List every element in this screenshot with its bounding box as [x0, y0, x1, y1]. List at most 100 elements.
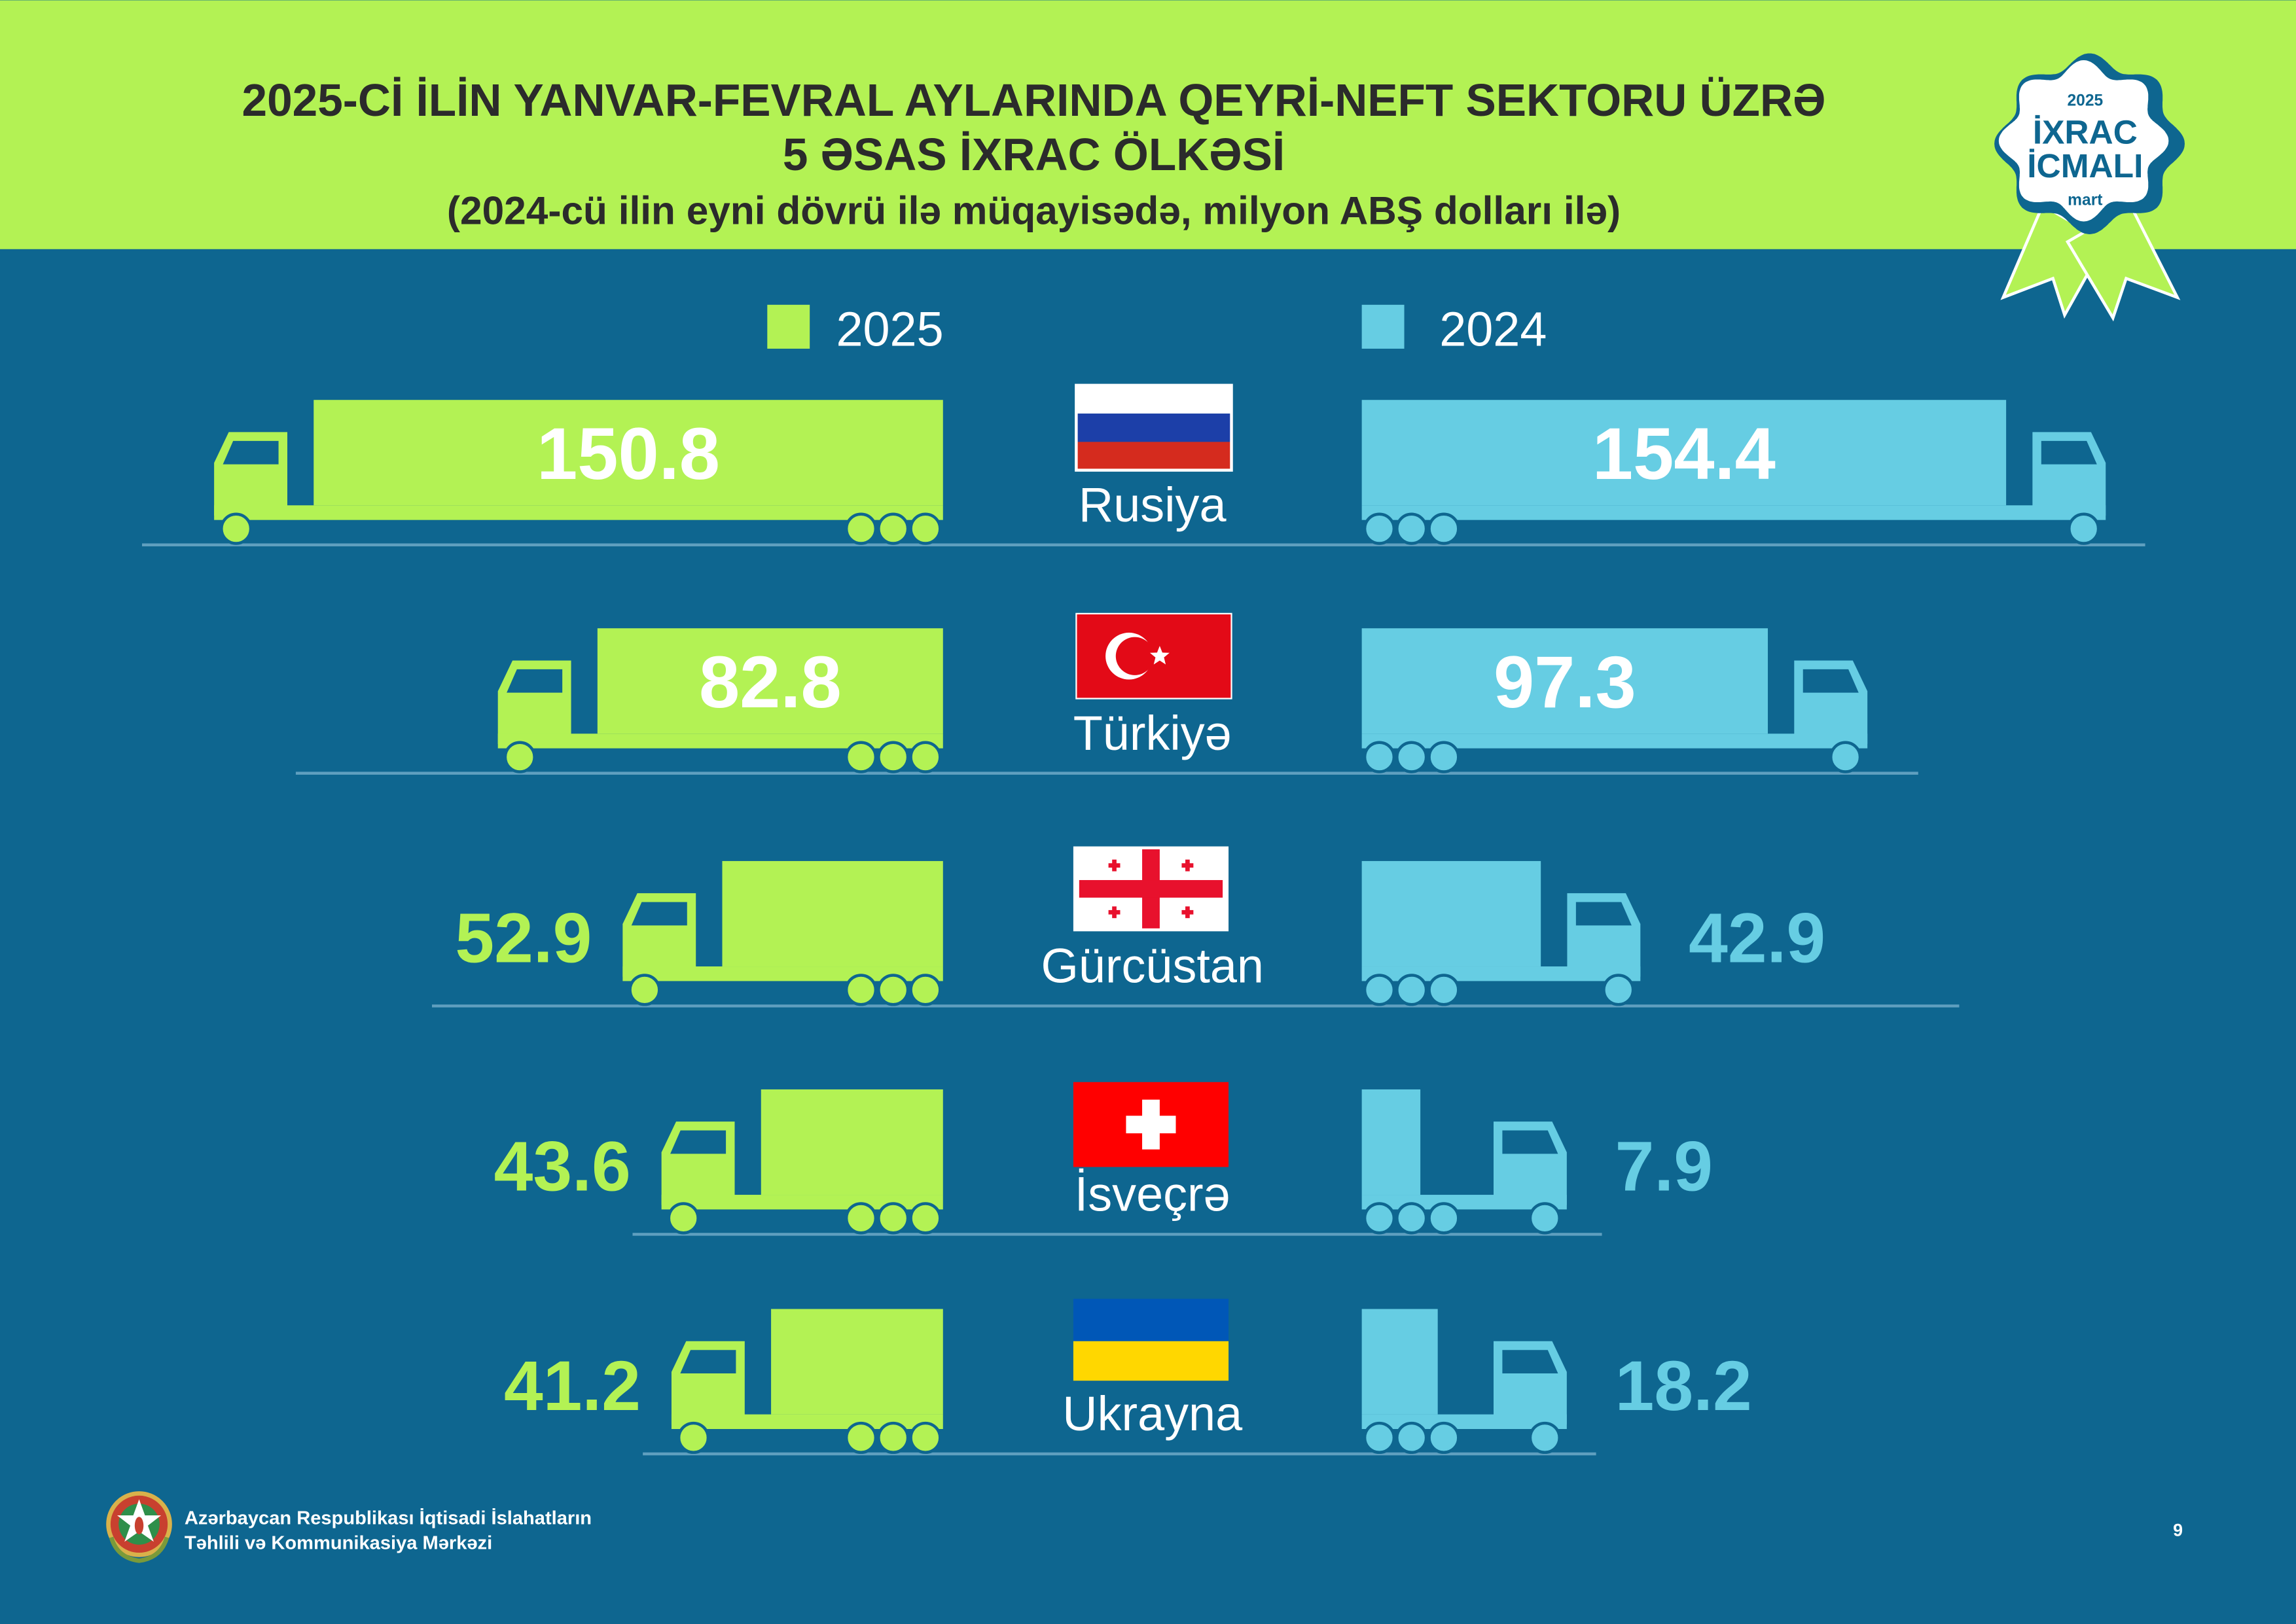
page-number: 9 [2173, 1520, 2183, 1540]
truck-wheel [844, 1421, 878, 1455]
country-name: İsveçrə [1075, 1167, 1230, 1222]
truck-wheel [220, 512, 253, 545]
page-title-line1: 2025-Cİ İLİN YANVAR-FEVRAL AYLARINDA QEY… [242, 75, 1826, 126]
value-label-2024: 97.3 [1494, 641, 1636, 723]
truck-wheel [844, 974, 878, 1006]
legend-label-2025: 2025 [836, 302, 943, 356]
truck-wheel [1395, 974, 1428, 1006]
truck-wheel [1363, 512, 1396, 545]
truck-chassis [1361, 505, 2106, 520]
cab-window [1803, 669, 1859, 693]
truck-bar-2025 [497, 628, 943, 773]
truck-wheel [1528, 1202, 1561, 1235]
value-label-2025: 41.2 [504, 1347, 641, 1425]
country-name: Ukrayna [1062, 1386, 1243, 1441]
org-name-line2: Təhlili və Kommunikasiya Mərkəzi [185, 1532, 492, 1553]
truck-wheel [909, 1202, 942, 1235]
badge-title-line2: İCMALI [2027, 147, 2143, 185]
legend-swatch-2025 [767, 304, 810, 349]
row-türkiyə: 82.8 97.3 Türkiyə [295, 612, 1918, 775]
value-label-2025: 43.6 [494, 1127, 631, 1205]
truck-wheel [1363, 741, 1396, 773]
row-ukrayna: 41.2 18.2 Ukrayna [504, 1298, 1752, 1456]
truck-wheel [677, 1421, 710, 1455]
truck-bar-2024 [1361, 628, 1868, 773]
truck-wheel [877, 512, 910, 545]
truck-chassis [661, 1195, 943, 1210]
badge-ribbon-right [2065, 203, 2181, 322]
page-title-line2: 5 ƏSAS İXRAC ÖLKƏSİ [783, 129, 1285, 180]
truck-wheel [667, 1202, 700, 1235]
truck-chassis [1361, 733, 1868, 749]
truck-wheel [1427, 741, 1460, 773]
cargo-box [597, 628, 943, 734]
cargo-box [1361, 628, 1768, 734]
truck-bar-2024 [1361, 1089, 1567, 1235]
page-subtitle: (2024-cü ilin eyni dövrü ilə müqayisədə,… [447, 188, 1621, 233]
truck-bar-2025 [661, 1089, 943, 1235]
truck-wheel [1427, 1421, 1460, 1455]
header-band [0, 0, 2296, 249]
truck-wheel [844, 1202, 878, 1235]
truck-wheel [1829, 741, 1862, 773]
truck-wheel [1395, 1202, 1428, 1235]
russia-flag-icon [1075, 383, 1233, 472]
cargo-box [1361, 1089, 1421, 1195]
ixrac-icmali-badge: 2025 İXRAC İCMALI mart [1994, 53, 2185, 322]
value-label-2024: 154.4 [1592, 413, 1776, 495]
truck-chassis [214, 505, 943, 520]
truck-wheel [1363, 974, 1396, 1006]
value-label-2025: 52.9 [455, 898, 592, 977]
country-name: Gürcüstan [1041, 939, 1264, 993]
truck-bar-2024 [1361, 1309, 1567, 1455]
cab-window [1502, 1350, 1558, 1373]
switzerland-flag-icon [1073, 1082, 1229, 1167]
value-label-2025: 82.8 [699, 641, 842, 723]
cargo-box [722, 860, 943, 967]
badge-month: mart [2068, 192, 2102, 209]
legend: 2025 2024 [767, 302, 1547, 356]
value-label-2024: 7.9 [1615, 1127, 1713, 1205]
cab-window [1575, 902, 1632, 926]
truck-chassis [497, 733, 943, 749]
value-label-2024: 18.2 [1615, 1347, 1752, 1425]
badge-year: 2025 [2067, 92, 2103, 110]
truck-wheel [877, 1202, 910, 1235]
truck-wheel [1363, 1202, 1396, 1235]
truck-wheel [628, 974, 661, 1006]
azerbaijan-emblem-icon [106, 1491, 172, 1563]
truck-bar-2025 [671, 1309, 943, 1455]
truck-wheel [877, 974, 910, 1006]
truck-chassis [671, 1414, 943, 1429]
badge-title-line1: İXRAC [2033, 113, 2138, 151]
row-gürcüstan: 52.9 42.9 Gürcüstan [431, 846, 1960, 1008]
cargo-box [314, 400, 943, 506]
country-name: Rusiya [1079, 478, 1227, 532]
cargo-box [1361, 400, 2007, 506]
cargo-box [1361, 860, 1541, 967]
cab-window [507, 669, 563, 693]
truck-wheel [844, 741, 878, 773]
cab-window [670, 1130, 726, 1154]
chart-rows: 150.8 154.4 Rusiya 82.8 97.3 Türkiyə 52.9 42.9 G… [142, 383, 2145, 1456]
badge-seal-inner [1998, 60, 2169, 222]
truck-wheel [1528, 1421, 1561, 1455]
cargo-box [1361, 1309, 1438, 1415]
row-rusiya: 150.8 154.4 Rusiya [142, 383, 2145, 546]
row-i̇sveçrə: 43.6 7.9 İsveçrə [494, 1082, 1713, 1236]
cab-window [2041, 440, 2097, 465]
truck-wheel [1427, 1202, 1460, 1235]
legend-label-2024: 2024 [1439, 302, 1547, 356]
truck-wheel [503, 741, 536, 773]
value-label-2024: 42.9 [1689, 898, 1825, 977]
truck-wheel [909, 512, 942, 545]
truck-wheel [1395, 512, 1428, 545]
truck-wheel [909, 974, 942, 1006]
truck-wheel [1395, 1421, 1428, 1455]
truck-wheel [1427, 512, 1460, 545]
truck-wheel [1602, 974, 1635, 1006]
truck-wheel [844, 512, 878, 545]
value-label-2025: 150.8 [537, 413, 720, 495]
cab-window [223, 440, 279, 465]
